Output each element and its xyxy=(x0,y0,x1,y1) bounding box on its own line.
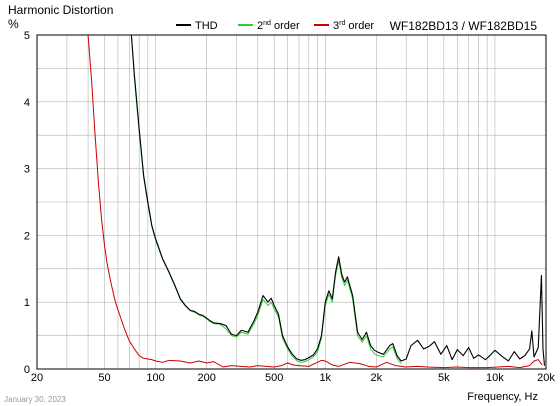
series-line-thd xyxy=(130,35,546,366)
y-tick-label: 3 xyxy=(24,164,30,176)
y-tick-labels: 0 1 2 3 4 5 xyxy=(24,30,30,376)
x-tick-label: 2k xyxy=(371,372,383,384)
y-axis-label: % xyxy=(8,17,19,31)
x-tick-label: 10k xyxy=(486,372,504,384)
x-tick-label: 20 xyxy=(31,372,43,384)
y-tick-label: 2 xyxy=(24,230,30,242)
chart-title: Harmonic Distortion xyxy=(8,3,113,17)
x-tick-label: 200 xyxy=(197,372,215,384)
y-tick-label: 4 xyxy=(24,97,30,109)
legend-label: 2nd order xyxy=(257,20,300,32)
x-tick-label: 1k xyxy=(319,372,331,384)
plot-series xyxy=(87,35,546,369)
plot-frame xyxy=(36,34,547,370)
x-tick-label: 50 xyxy=(98,372,110,384)
y-tick-label: 1 xyxy=(24,297,30,309)
x-tick-label: 5k xyxy=(438,372,450,384)
grid-lines xyxy=(37,35,546,369)
y-tick-label: 5 xyxy=(24,30,30,42)
series-line-3rd-order xyxy=(87,35,543,369)
date-label: January 30, 2023 xyxy=(4,395,66,404)
model-label: WF182BD13 / WF182BD15 xyxy=(390,19,538,33)
x-tick-label: 500 xyxy=(265,372,283,384)
x-tick-label: 100 xyxy=(146,372,164,384)
y-tick-label: 0 xyxy=(24,364,30,376)
legend-label: 3rd order xyxy=(333,20,374,32)
x-axis-label: Frequency, Hz xyxy=(467,391,538,403)
legend-label: THD xyxy=(195,20,218,32)
x-tick-label: 20k xyxy=(537,372,555,384)
x-tick-labels: 20 50 100 200 500 1k 2k 5k 10k 20k xyxy=(31,372,555,384)
legend: THD 2nd order 3rd order xyxy=(176,20,374,32)
